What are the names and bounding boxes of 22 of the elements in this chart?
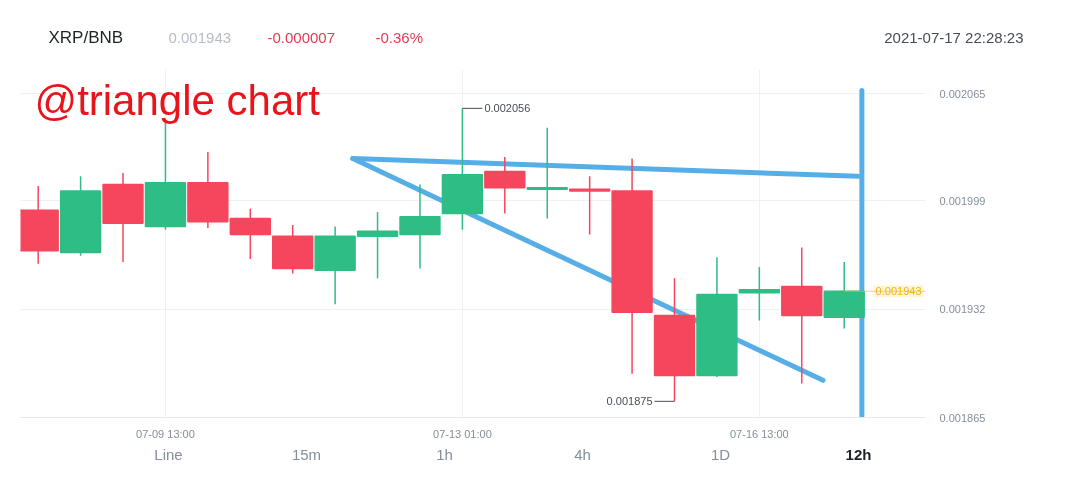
annotation: 0.001875 [606, 395, 653, 408]
y-tick-label: 0.001999 [939, 194, 986, 207]
text: 15m [291, 446, 322, 463]
x-tick-label: 07-09 13:00 [136, 427, 195, 440]
text: 4h [574, 446, 591, 463]
chart-title: XRP/BNB [48, 28, 124, 47]
text: 1h [436, 446, 453, 463]
text: 0.001943 [168, 28, 232, 46]
text: 12h [845, 446, 872, 463]
annotation: @triangle chart [34, 77, 321, 124]
y-tick-label: 0.001932 [939, 303, 986, 316]
text: Line [154, 446, 183, 463]
ref-line-label: 0.001943 [875, 285, 922, 298]
text: 1D [710, 446, 731, 463]
x-tick-label: 07-13 01:00 [433, 427, 492, 440]
text: 2021-07-17 22:28:23 [884, 29, 1024, 46]
text: -0.000007 [267, 28, 336, 46]
annotation: 0.002056 [484, 102, 531, 115]
text: -0.36% [375, 29, 424, 46]
y-tick-label: 0.002065 [939, 87, 986, 100]
x-tick-label: 07-16 13:00 [729, 427, 789, 440]
y-tick-label: 0.001865 [939, 411, 986, 424]
